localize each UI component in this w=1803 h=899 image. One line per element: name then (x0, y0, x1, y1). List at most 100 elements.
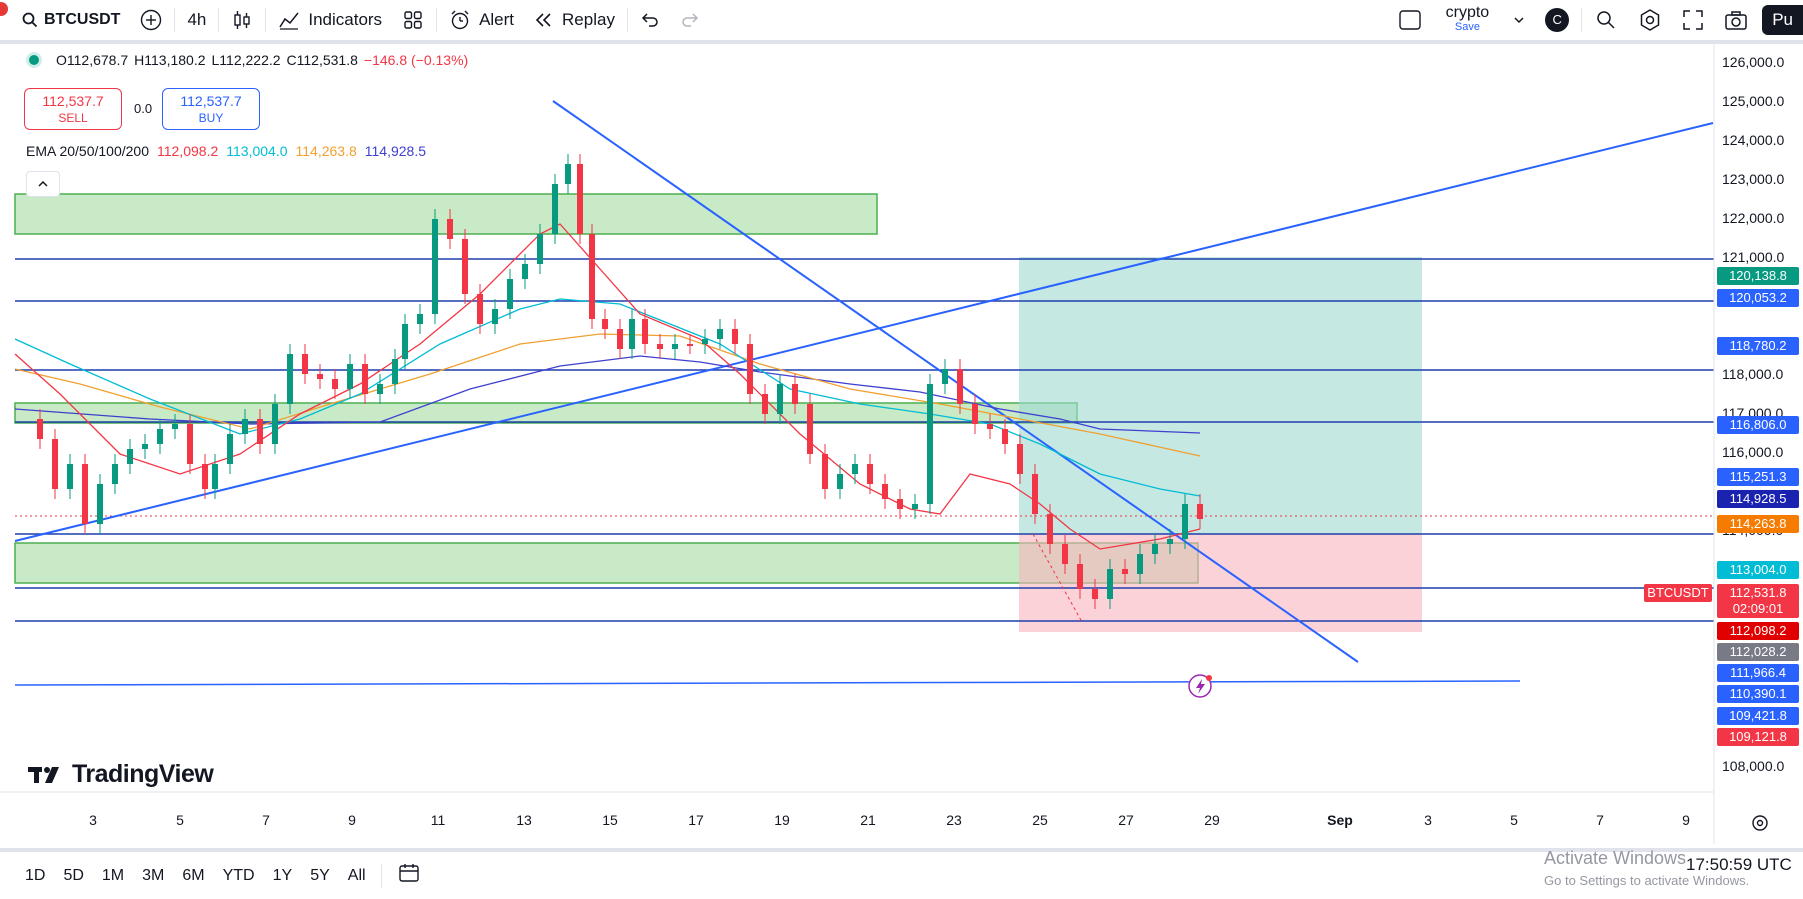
redo-button[interactable] (670, 0, 710, 40)
candle-body (1107, 569, 1113, 599)
sell-button[interactable]: 112,537.7 SELL (24, 88, 122, 130)
position-target-zone[interactable] (1019, 257, 1422, 534)
range-5d[interactable]: 5D (63, 866, 84, 884)
bottom-range-line[interactable] (14, 680, 1521, 686)
horizontal-levels[interactable] (15, 258, 1714, 622)
account-button[interactable]: C (1535, 0, 1579, 40)
rising-trendline[interactable] (14, 122, 1714, 542)
candle-body (1077, 564, 1083, 589)
falling-trendline[interactable] (552, 100, 1359, 663)
range-1y[interactable]: 1Y (272, 866, 293, 884)
price-level-label: 120,138.8 (1717, 267, 1799, 285)
date-range-button[interactable] (388, 862, 430, 889)
candle-body (142, 444, 148, 449)
legend-close: C112,531.8 (286, 52, 358, 68)
snapshot-button[interactable] (1714, 0, 1758, 40)
candle-body (1137, 554, 1143, 574)
indicators-button[interactable]: Indicators (268, 0, 392, 40)
candle-body (507, 279, 513, 309)
templates-button[interactable] (392, 0, 434, 40)
range-6m[interactable]: 6M (182, 866, 205, 884)
calendar-icon (398, 864, 419, 882)
price-level-label: 112,531.8 (1717, 584, 1799, 602)
candle-body (97, 484, 103, 524)
fullscreen-button[interactable] (1672, 0, 1714, 40)
price-chart[interactable] (0, 44, 1803, 844)
ema-legend[interactable]: EMA 20/50/100/200 112,098.2 113,004.0 11… (26, 143, 426, 159)
lightning-icon[interactable] (1188, 674, 1212, 698)
range-1m[interactable]: 1M (101, 866, 125, 884)
buy-button[interactable]: 112,537.7 BUY (162, 88, 260, 130)
candle-body (212, 464, 218, 489)
candle-body (257, 419, 263, 444)
range-3m[interactable]: 3M (142, 866, 165, 884)
legend-change: −146.8 (−0.13%) (363, 52, 469, 68)
toolbar-divider (174, 8, 176, 32)
candle-body (537, 234, 543, 264)
quick-search-button[interactable] (1584, 0, 1628, 40)
layout-select-button[interactable] (1388, 0, 1432, 40)
candle-body (807, 404, 813, 454)
position-stop-zone[interactable] (1019, 534, 1422, 632)
candle-body (987, 424, 993, 429)
bottom-toolbar: 1D 5D 1M 3M 6M YTD 1Y 5Y All (0, 848, 1803, 899)
candle-body (492, 309, 498, 324)
chevron-up-icon (38, 180, 48, 187)
tradingview-logo[interactable]: TradingView (28, 760, 214, 789)
plus-circle-icon (141, 9, 162, 31)
layout-name-button[interactable]: crypto Save (1432, 0, 1504, 40)
price-tick-label: 116,000.0 (1722, 444, 1784, 460)
notification-dot (0, 2, 8, 16)
resistance-zone-top[interactable] (14, 193, 878, 235)
price-level-label: 109,121.8 (1717, 728, 1799, 746)
replay-button[interactable]: Replay (524, 0, 625, 40)
symbol-search-button[interactable]: BTCUSDT (0, 0, 130, 40)
publish-button[interactable]: Pu (1762, 0, 1803, 40)
candle-body (687, 344, 693, 346)
time-tick-label: 25 (1032, 812, 1048, 828)
layout-menu-button[interactable] (1503, 0, 1535, 40)
candle-body (347, 364, 353, 389)
time-tick-label: 29 (1204, 812, 1220, 828)
watermark-subtitle: Go to Settings to activate Windows. (1544, 873, 1750, 888)
candle-body (1197, 504, 1203, 519)
candle-body (392, 359, 398, 384)
candle-body (402, 324, 408, 359)
collapse-legend-button[interactable] (26, 171, 60, 197)
candle-body (187, 424, 193, 464)
range-5y[interactable]: 5Y (310, 866, 330, 884)
ema-100-value: 114,263.8 (295, 143, 357, 159)
settings-button[interactable] (1628, 0, 1672, 40)
price-level-label: 111,966.4 (1717, 664, 1799, 682)
candle-body (462, 239, 468, 294)
candle-body (629, 319, 635, 349)
chart-type-button[interactable] (221, 0, 263, 40)
range-1d[interactable]: 1D (25, 866, 46, 884)
range-all[interactable]: All (347, 866, 366, 884)
candle-body (1032, 474, 1038, 514)
toolbar-divider (626, 8, 628, 32)
compare-symbol-button[interactable] (130, 0, 172, 40)
undo-button[interactable] (630, 0, 670, 40)
time-tick-label: 5 (176, 812, 184, 828)
candlestick-series[interactable] (37, 154, 1203, 609)
candle-body (1062, 544, 1068, 564)
time-tick-label: 7 (262, 812, 270, 828)
time-tick-label: 7 (1596, 812, 1604, 828)
candle-body (792, 384, 798, 404)
utc-clock[interactable]: 17:50:59 UTC (1686, 855, 1792, 874)
range-ytd[interactable]: YTD (222, 866, 255, 884)
candle-body (317, 374, 323, 379)
tradingview-logo-icon (28, 766, 59, 783)
time-tick-label: 3 (89, 812, 97, 828)
alert-button[interactable]: Alert (439, 0, 524, 40)
alarm-clock-icon (451, 10, 469, 30)
toolbar-divider (1581, 8, 1583, 32)
candle-body (602, 319, 608, 329)
candle-body (657, 344, 663, 349)
chart-settings-icon[interactable] (1752, 815, 1768, 831)
interval-button[interactable]: 4h (187, 10, 207, 29)
support-zone-bottom[interactable] (14, 542, 1199, 584)
alert-label: Alert (479, 10, 515, 29)
candle-body (1017, 444, 1023, 474)
